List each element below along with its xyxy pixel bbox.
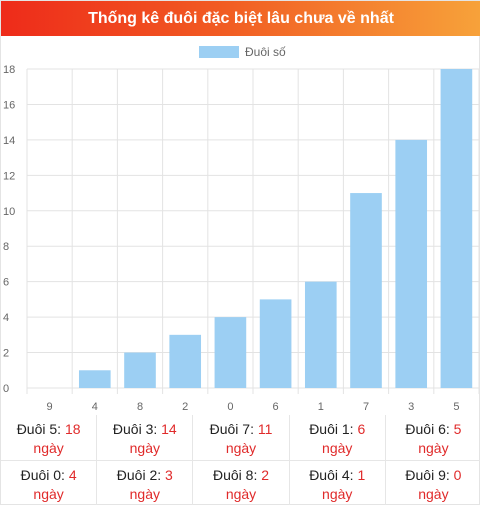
stat-value: 4 [68,467,77,483]
stat-unit: ngày [322,440,353,456]
stat-cell: Đuôi 0: 4 ngày [1,461,98,505]
x-tick-label: 2 [182,401,188,413]
stat-cell: Đuôi 4: 1 ngày [290,461,386,505]
stat-unit: ngày [418,486,449,502]
y-tick-label: 18 [3,64,15,76]
x-tick-label: 8 [137,401,143,413]
widget-header: Thống kê đuôi đặc biệt lâu chưa về nhất [1,1,480,36]
stat-value: 0 [453,467,462,483]
bar [169,334,202,388]
bar [304,281,337,388]
y-tick-label: 10 [3,206,15,218]
x-tick-label: 3 [408,401,414,413]
y-tick-label: 8 [3,241,9,253]
x-tick-label: 4 [92,401,98,413]
stat-value: 11 [257,421,273,437]
stat-label: Đuôi 0: [20,467,65,483]
stat-cell: Đuôi 3: 14 ngày [97,415,194,460]
stat-value: 3 [165,467,173,483]
stat-cell: Đuôi 9: 0 ngày [386,461,480,505]
stat-value: 18 [64,421,81,437]
stat-cell: Đuôi 8: 2 ngày [193,461,290,505]
stat-unit: ngày [225,486,257,502]
stat-label: Đuôi 3: [112,421,158,437]
stat-unit: ngày [322,486,353,502]
stat-cell: Đuôi 7: 11 ngày [193,415,290,460]
stat-unit: ngày [33,440,64,456]
bar [350,193,382,388]
stat-label: Đuôi 7: [209,421,254,437]
stat-label: Đuôi 4: [309,467,354,483]
stat-value: 14 [161,421,177,437]
stats-row: Đuôi 0: 4 ngày Đuôi 2: 3 ngày Đuôi 8: 2 ngà… [1,460,480,505]
stat-unit: ngày [129,486,160,502]
stat-unit: ngày [418,440,449,456]
stat-unit: ngày [225,440,257,456]
bar [214,317,247,388]
x-tick-label: 5 [453,401,459,413]
legend-label: Đuôi số [245,45,286,59]
stat-value: 6 [357,421,366,437]
y-tick-label: 16 [3,99,15,111]
stat-label: Đuôi 5: [16,421,62,437]
y-tick-label: 2 [3,348,9,360]
bar [259,299,292,388]
stat-label: Đuôi 2: [116,467,162,483]
stat-cell: Đuôi 5: 18 ngày [1,415,98,460]
y-tick-label: 12 [3,170,15,182]
y-tick-label: 14 [3,135,15,147]
x-tick-label: 7 [363,401,369,413]
bar [124,352,156,388]
legend-swatch [199,46,239,58]
bar [440,69,473,388]
stat-unit: ngày [129,440,160,456]
stat-label: Đuôi 9: [405,467,450,483]
stat-value: 1 [357,467,366,483]
stat-label: Đuôi 1: [309,421,354,437]
stat-cell: Đuôi 1: 6 ngày [290,415,386,460]
x-tick-label: 6 [273,401,279,413]
stats-row: Đuôi 5: 18 ngày Đuôi 3: 14 ngày Đuôi 7: 11… [1,415,480,460]
widget-title: Thống kê đuôi đặc biệt lâu chưa về nhất [88,9,394,27]
stat-label: Đuôi 8: [212,467,258,483]
y-tick-label: 6 [3,277,9,289]
x-tick-label: 9 [47,401,53,413]
y-tick-label: 4 [3,312,9,324]
stat-cell: Đuôi 6: 5 ngày [386,415,480,460]
x-tick-label: 0 [227,401,233,413]
stat-unit: ngày [33,486,64,502]
stat-value: 5 [453,421,462,437]
stat-cell: Đuôi 2: 3 ngày [97,461,194,505]
stats-table: Đuôi 5: 18 ngày Đuôi 3: 14 ngày Đuôi 7: 11… [1,415,480,505]
x-tick-label: 1 [318,401,324,413]
bar [78,370,111,388]
bar [395,139,428,388]
stat-label: Đuôi 6: [405,421,450,437]
bar-chart: 0 2 4 6 8 10 12 14 16 18 9 4 8 2 0 6 1 7 3 5 Đuôi số [3,45,480,413]
stat-value: 2 [261,467,270,483]
y-tick-label: 0 [3,383,9,395]
